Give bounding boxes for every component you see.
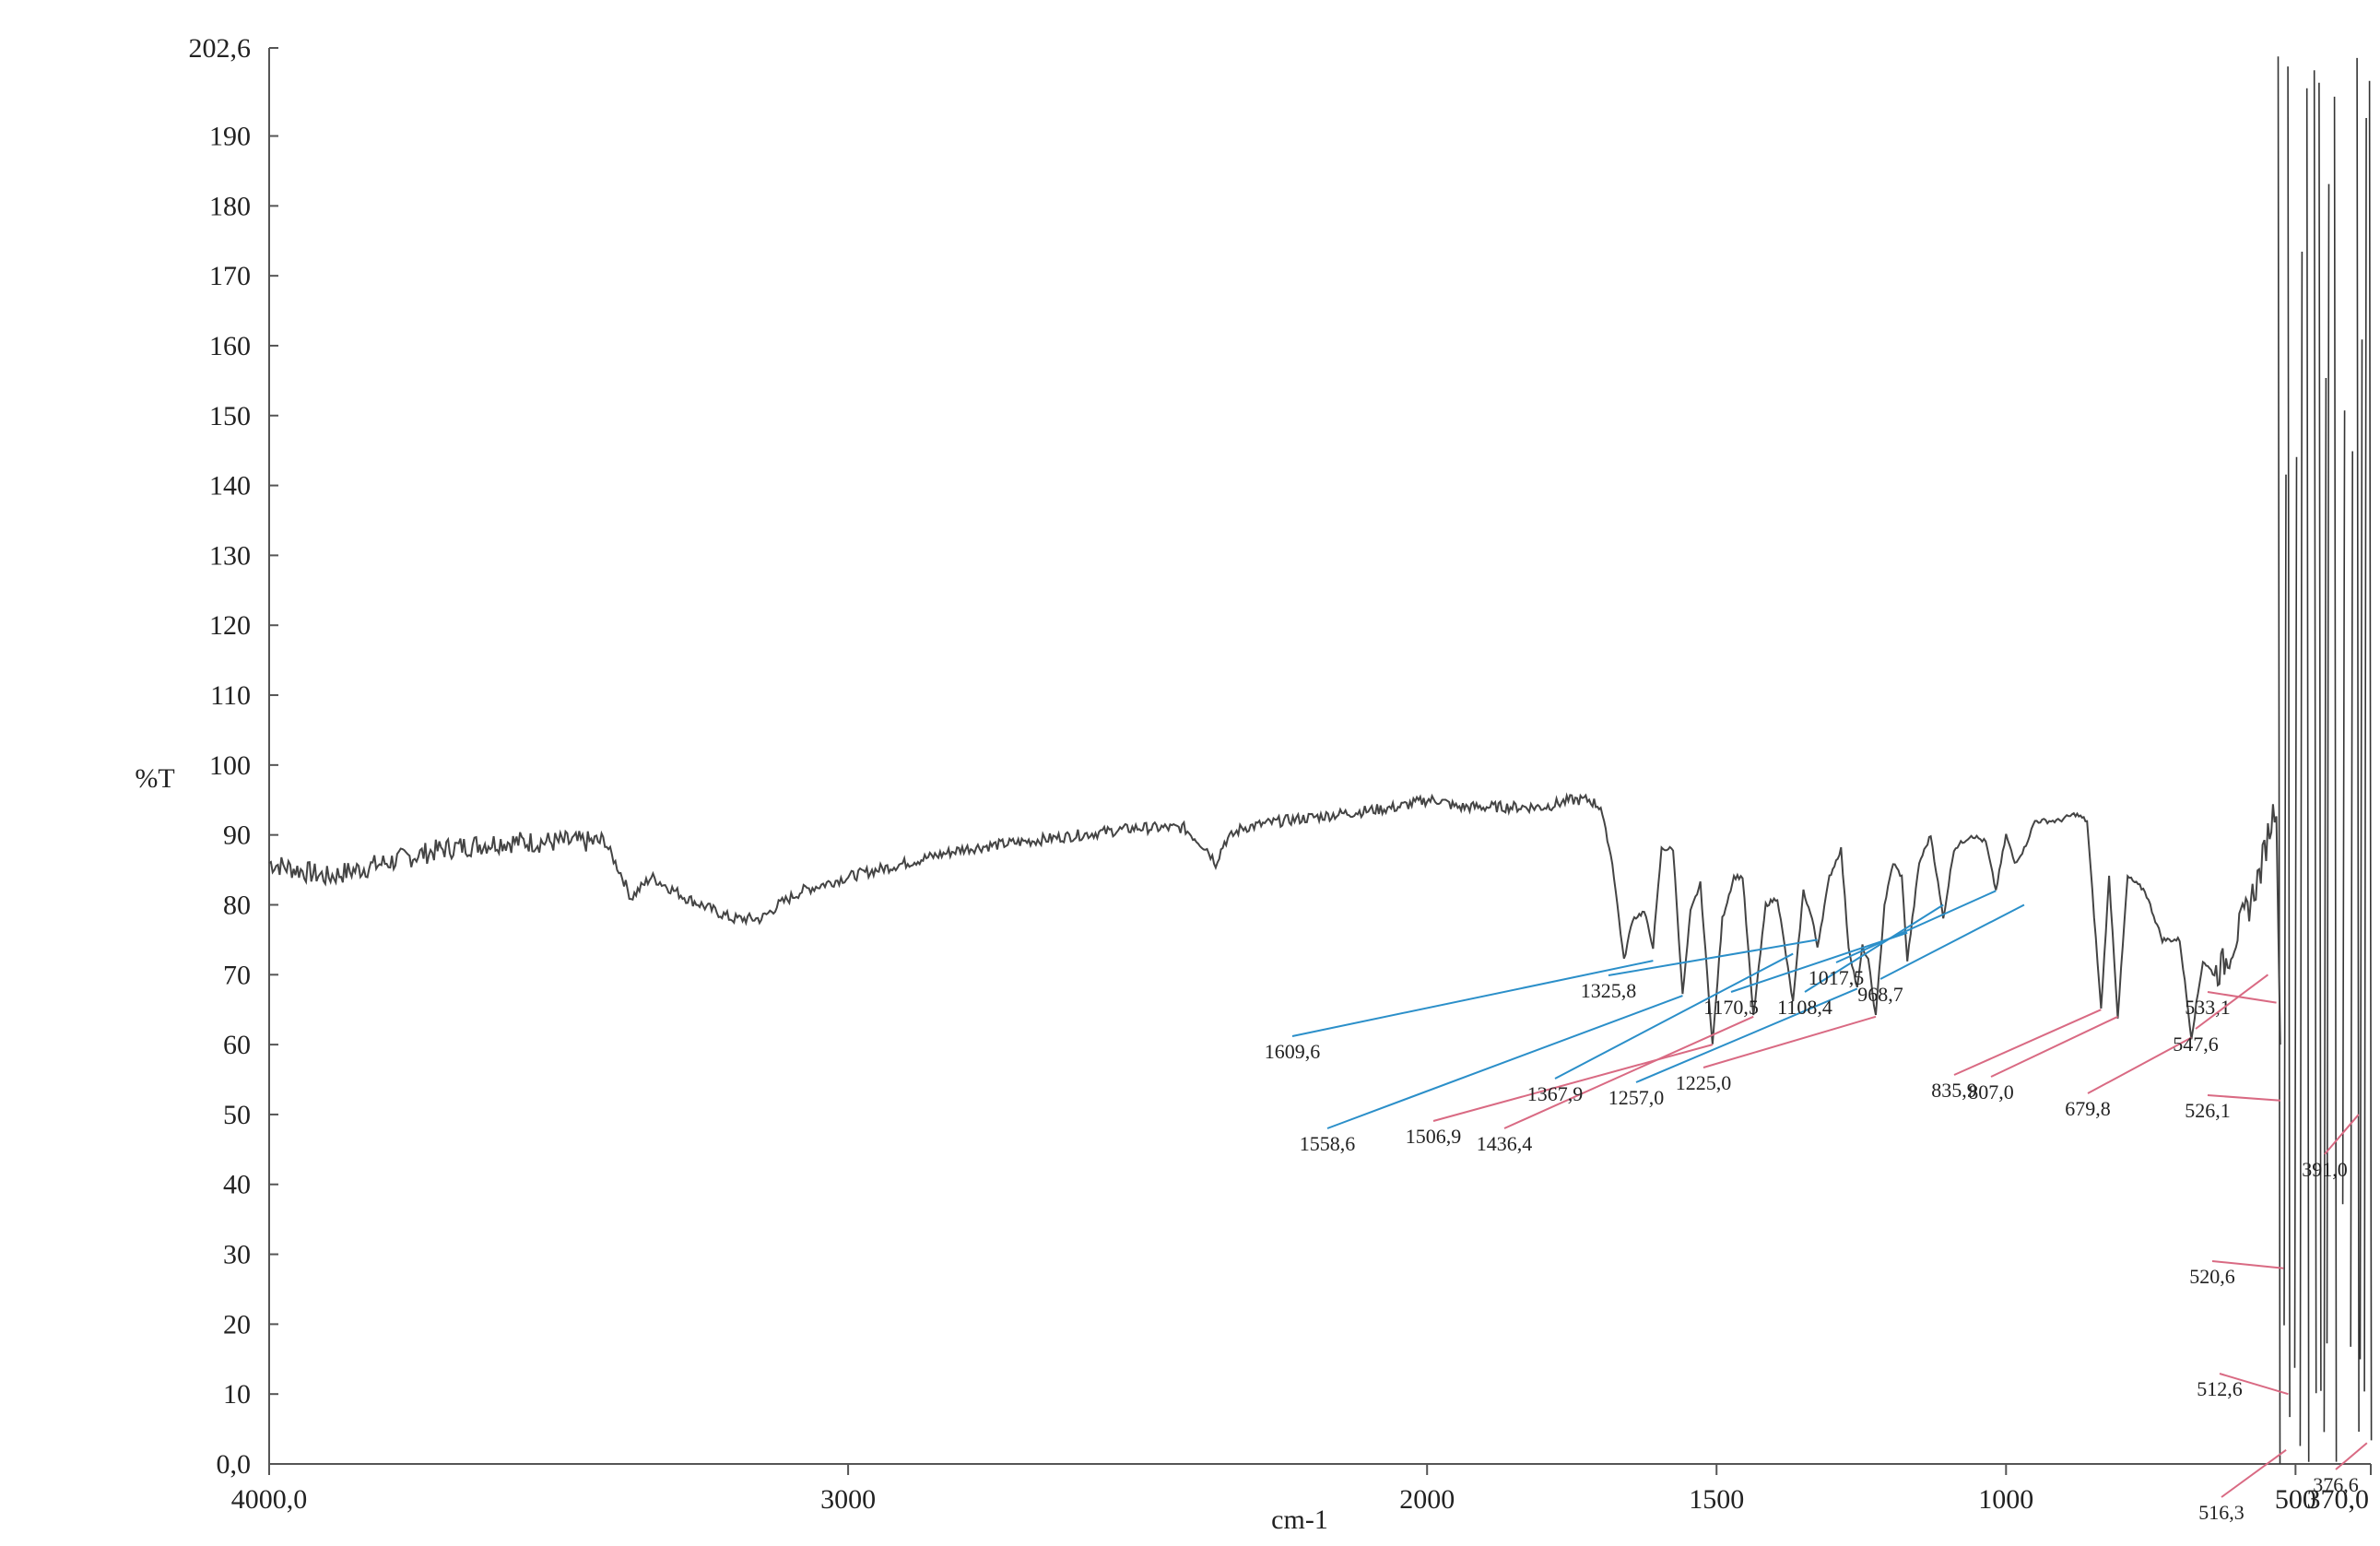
peak-label: 1609,6 xyxy=(1265,1040,1321,1063)
peak-leader-line xyxy=(1879,903,2025,980)
y-tick-label: 160 xyxy=(209,331,251,361)
peak-leader-line xyxy=(2221,1449,2287,1498)
y-tick-label: 130 xyxy=(209,540,251,571)
peak-leader-line xyxy=(2087,1036,2192,1094)
peak-label: 526,1 xyxy=(2185,1099,2231,1122)
y-tick-label: 10 xyxy=(223,1379,251,1410)
peak-leader-line xyxy=(1953,1009,2102,1076)
peak-label: 512,6 xyxy=(2197,1377,2243,1400)
x-axis-title: cm-1 xyxy=(1271,1505,1328,1535)
peak-label: 520,6 xyxy=(2189,1265,2235,1288)
y-tick-label: 140 xyxy=(209,471,251,502)
peak-leader-line xyxy=(1326,995,1683,1129)
peak-label: 1225,0 xyxy=(1676,1071,1732,1094)
peak-label: 679,8 xyxy=(2065,1097,2111,1120)
peak-label: 1108,4 xyxy=(1777,996,1832,1019)
x-tick-label: 3000 xyxy=(820,1484,876,1515)
peak-leader-line xyxy=(2211,1260,2284,1269)
y-tick-label: 202,6 xyxy=(189,33,252,64)
peak-label: 1325,8 xyxy=(1581,979,1637,1002)
peak-leader-line xyxy=(2195,974,2269,1030)
y-tick-label: 120 xyxy=(209,610,251,641)
y-tick-label: 150 xyxy=(209,401,251,431)
peak-leader-line xyxy=(1635,987,1858,1083)
peak-leader-line xyxy=(1291,960,1654,1037)
y-tick-label: 50 xyxy=(223,1100,251,1130)
y-tick-label: 90 xyxy=(223,820,251,851)
y-tick-label: 190 xyxy=(209,122,251,152)
x-tick-label: 500 xyxy=(2275,1484,2316,1515)
noise-region xyxy=(2277,56,2373,1464)
peak-label: 968,7 xyxy=(1857,983,1903,1006)
peak-label: 1017,5 xyxy=(1809,966,1865,989)
peak-label: 1558,6 xyxy=(1300,1132,1356,1155)
peak-leader-line xyxy=(1730,931,1908,993)
peak-leader-line xyxy=(1835,890,1997,963)
peak-label: 1436,4 xyxy=(1477,1132,1533,1155)
peak-leader-line xyxy=(1503,1015,1754,1129)
y-tick-label: 80 xyxy=(223,890,251,920)
y-tick-label: 170 xyxy=(209,261,251,291)
y-tick-label: 180 xyxy=(209,191,251,221)
y-tick-label: 20 xyxy=(223,1309,251,1339)
x-tick-label: 2000 xyxy=(1399,1484,1455,1515)
peak-label: 1170,5 xyxy=(1703,996,1759,1019)
noise-lines xyxy=(2277,56,2373,1464)
peak-label: 516,3 xyxy=(2198,1501,2245,1524)
peak-leader-line xyxy=(2335,1442,2368,1470)
peak-leader-line xyxy=(1804,903,1944,993)
peak-label: 547,6 xyxy=(2173,1033,2219,1056)
peak-label: 1257,0 xyxy=(1608,1086,1665,1109)
peak-label: 376,6 xyxy=(2313,1473,2359,1496)
series-line-transmittance xyxy=(268,792,2281,1045)
axes xyxy=(268,48,2371,1465)
peak-leader-line xyxy=(1432,1044,1714,1122)
y-tick-label: 100 xyxy=(209,750,251,781)
peak-leader-line xyxy=(1703,1015,1877,1068)
peak-leader-line xyxy=(1554,952,1794,1080)
y-axis-title: %T xyxy=(135,763,174,794)
y-tick-label: 40 xyxy=(223,1170,251,1200)
peak-annotations: 1609,6 1558,6 1506,9 1436,4 1367,9 1325,8 1257… xyxy=(1265,890,2368,1524)
peak-label: 835,9 xyxy=(1931,1079,1977,1102)
peak-label: 533,1 xyxy=(2185,996,2231,1019)
peak-leader-line xyxy=(2324,1114,2360,1155)
y-tick-label: 60 xyxy=(223,1030,251,1060)
peak-leader-line xyxy=(2207,1094,2281,1102)
peak-label: 391,0 xyxy=(2302,1158,2348,1181)
x-tick-label: 4000,0 xyxy=(231,1484,308,1515)
peak-label: 1506,9 xyxy=(1406,1125,1462,1148)
peak-leader-line xyxy=(1990,1015,2118,1078)
y-tick-label: 70 xyxy=(223,960,251,990)
x-tick-label: 370,0 xyxy=(2307,1484,2370,1515)
peak-leader-line xyxy=(1608,938,1818,976)
peak-leader-line xyxy=(2219,1373,2289,1396)
peak-label: 807,0 xyxy=(1968,1080,2014,1103)
peak-leader-line xyxy=(2207,991,2277,1004)
x-tick-label: 1000 xyxy=(1978,1484,2033,1515)
y-tick-label: 30 xyxy=(223,1240,251,1270)
y-tick-label: 110 xyxy=(210,680,251,711)
y-tick-label: 0,0 xyxy=(217,1449,252,1480)
x-tick-label: 1500 xyxy=(1689,1484,1744,1515)
y-ticks: 0,0 10 20 30 40 50 60 70 80 90 100 110 120 130 140 150 1… xyxy=(189,33,278,1480)
peak-label: 1367,9 xyxy=(1527,1082,1584,1105)
